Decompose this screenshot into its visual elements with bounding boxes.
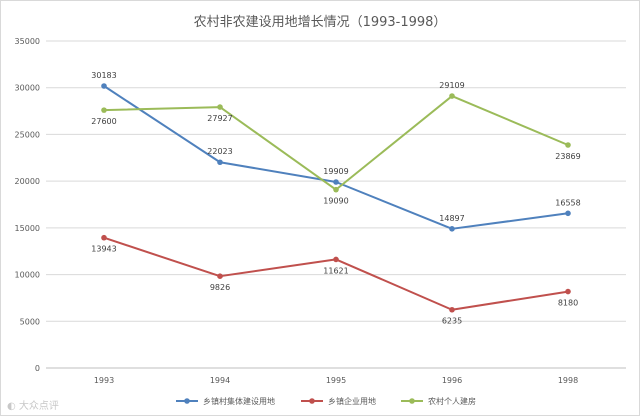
y-tick-label: 15000 — [15, 224, 40, 233]
data-label: 29109 — [439, 81, 464, 90]
data-point — [101, 107, 107, 113]
data-label: 6235 — [442, 317, 462, 326]
data-labels: 30183 22023 19909 14897 16558 13943 9826 11621 6… — [91, 71, 580, 326]
watermark-text: 大众点评 — [18, 401, 59, 412]
legend-swatch-marker — [409, 398, 415, 404]
x-axis: 1993 1994 1995 1996 1998 — [94, 376, 578, 385]
series-group — [101, 83, 571, 313]
y-tick-label: 30000 — [15, 84, 40, 93]
y-tick-label: 35000 — [15, 37, 40, 46]
chart-title: 农村非农建设用地增长情况（1993-1998） — [194, 15, 447, 30]
data-label: 9826 — [210, 283, 230, 292]
data-point — [333, 256, 339, 263]
data-label: 16558 — [555, 198, 580, 207]
data-point — [101, 234, 107, 241]
data-point — [217, 159, 223, 166]
data-label: 27600 — [91, 117, 116, 126]
data-point — [565, 210, 571, 217]
legend-swatch-marker — [309, 398, 315, 404]
data-point — [565, 288, 571, 295]
legend-label: 乡镇企业用地 — [328, 396, 376, 406]
data-point — [449, 226, 455, 232]
data-point — [217, 273, 223, 279]
data-point — [565, 142, 571, 148]
data-point — [449, 306, 455, 313]
data-label: 30183 — [91, 71, 116, 80]
legend: 乡镇村集体建设用地 乡镇企业用地 农村个人建房 — [176, 396, 476, 406]
legend-label: 乡镇村集体建设用地 — [203, 396, 275, 406]
y-axis: 0 5000 10000 15000 20000 25000 30000 35000 — [15, 37, 40, 373]
x-tick-label: 1994 — [210, 376, 230, 385]
data-label: 8180 — [558, 299, 578, 308]
x-tick-label: 1995 — [326, 376, 346, 385]
watermark-icon: ◐ — [7, 401, 16, 412]
y-tick-label: 0 — [35, 364, 40, 373]
data-label: 23869 — [555, 152, 580, 161]
data-label: 14897 — [439, 214, 464, 223]
data-label: 13943 — [91, 245, 116, 254]
data-point — [333, 186, 339, 193]
legend-label: 农村个人建房 — [428, 396, 476, 406]
y-tick-label: 10000 — [15, 271, 40, 280]
watermark-logo: ◐ 大众点评 — [7, 397, 59, 412]
x-tick-label: 1996 — [442, 376, 462, 385]
y-tick-label: 25000 — [15, 130, 40, 139]
data-label: 19090 — [323, 197, 348, 206]
data-label: 27927 — [207, 114, 232, 123]
data-point — [101, 83, 107, 89]
data-label: 11621 — [323, 266, 348, 275]
legend-swatch-marker — [184, 398, 190, 404]
data-label: 19909 — [323, 167, 348, 176]
x-tick-label: 1993 — [94, 376, 114, 385]
data-point — [333, 179, 339, 185]
data-label: 22023 — [207, 147, 232, 156]
data-point — [449, 93, 455, 99]
data-point — [217, 104, 223, 110]
y-tick-label: 20000 — [15, 177, 40, 186]
x-tick-label: 1998 — [558, 376, 578, 385]
y-tick-label: 5000 — [20, 317, 40, 326]
